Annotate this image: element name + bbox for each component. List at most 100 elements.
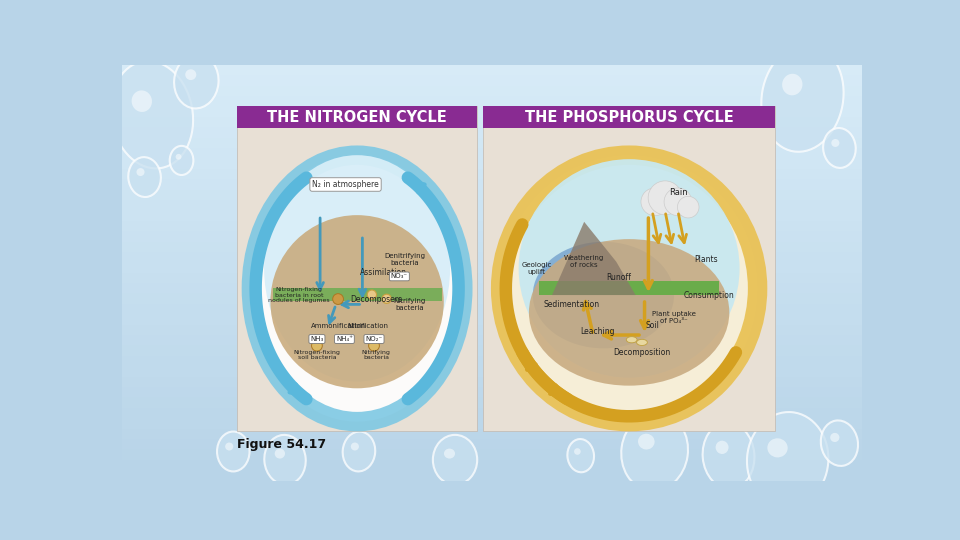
Text: Consumption: Consumption [684,291,734,300]
Bar [123,408,861,418]
Text: Soil: Soil [645,321,660,330]
Ellipse shape [621,412,688,491]
Text: Figure 54.17: Figure 54.17 [237,438,326,451]
Ellipse shape [830,433,839,442]
Bar [123,377,861,387]
Ellipse shape [176,154,181,160]
Circle shape [648,181,682,215]
Bar [123,293,861,304]
Bar [123,117,861,127]
Text: Nitrifying
bacteria: Nitrifying bacteria [394,298,426,311]
Ellipse shape [761,44,844,152]
Bar [123,449,861,460]
Text: Weathering
of rocks: Weathering of rocks [564,255,604,268]
Text: NO₃⁻: NO₃⁻ [391,273,408,279]
Bar [123,85,861,96]
Text: NH₄⁺: NH₄⁺ [336,336,353,342]
Text: THE PHOSPHORUS CYCLE: THE PHOSPHORUS CYCLE [525,110,733,125]
Ellipse shape [821,421,858,466]
Ellipse shape [185,69,196,80]
Bar [123,262,861,273]
Circle shape [333,294,344,305]
Bar [123,356,861,366]
Ellipse shape [174,55,219,109]
Ellipse shape [343,431,375,471]
Text: Decomposition: Decomposition [613,348,671,357]
Text: N₂ in atmosphere: N₂ in atmosphere [312,180,379,189]
Bar [273,288,442,301]
Ellipse shape [638,434,655,449]
Ellipse shape [636,339,647,346]
Bar [123,221,861,231]
Circle shape [664,188,692,215]
Ellipse shape [574,448,581,455]
Text: Denitrifying
bacteria: Denitrifying bacteria [384,253,425,266]
Bar [123,96,861,106]
Text: Plants: Plants [694,254,718,264]
Bar [123,200,861,211]
Ellipse shape [529,239,730,386]
Ellipse shape [533,242,674,348]
Bar [123,106,861,117]
Bar [123,190,861,200]
Bar [123,179,861,190]
Bar [123,429,861,439]
Bar [123,470,861,481]
Bar [237,106,477,128]
Bar [123,439,861,449]
Ellipse shape [518,159,739,377]
Ellipse shape [444,449,455,458]
Bar [123,252,861,262]
Bar [123,75,861,85]
Ellipse shape [567,439,594,472]
Bar [483,106,775,128]
Circle shape [368,290,376,299]
Ellipse shape [226,442,233,450]
Bar [123,169,861,179]
Circle shape [641,188,669,215]
Polygon shape [552,222,636,295]
Bar [123,418,861,429]
Text: Nitrogen-fixing
bacteria in root
nodules of legumes: Nitrogen-fixing bacteria in root nodules… [268,287,330,303]
Text: NH₃: NH₃ [310,336,324,342]
Text: Leaching: Leaching [580,327,614,335]
Ellipse shape [350,442,359,450]
Ellipse shape [433,435,477,485]
Bar [123,211,861,221]
Text: NO₂⁻: NO₂⁻ [366,336,383,342]
Ellipse shape [264,435,305,485]
Bar [123,304,861,314]
Ellipse shape [170,146,193,175]
Text: Geologic
uplift: Geologic uplift [521,262,552,275]
Ellipse shape [129,157,161,197]
Bar [123,335,861,346]
Ellipse shape [747,412,828,508]
Bar [123,241,861,252]
Ellipse shape [110,61,193,168]
Bar [123,283,861,294]
Bar [123,148,861,158]
Bar [123,387,861,397]
Bar [123,325,861,335]
Bar [123,346,861,356]
Bar [123,314,861,325]
Circle shape [312,340,323,351]
Text: Decomposers: Decomposers [350,294,402,303]
Bar [123,138,861,148]
Circle shape [678,197,699,218]
Ellipse shape [252,155,463,422]
Bar [123,158,861,168]
Ellipse shape [823,128,855,168]
Bar [483,106,775,431]
Text: Plant uptake
of PO₄³⁻: Plant uptake of PO₄³⁻ [652,311,696,324]
Bar [123,65,861,75]
Circle shape [382,294,392,303]
Ellipse shape [217,431,250,471]
Text: Ammonification: Ammonification [310,323,366,329]
Bar [123,127,861,138]
Text: Nitrifying
bacteria: Nitrifying bacteria [362,349,391,360]
Ellipse shape [501,155,757,422]
Ellipse shape [271,215,444,388]
Bar [123,366,861,377]
Ellipse shape [703,422,755,489]
